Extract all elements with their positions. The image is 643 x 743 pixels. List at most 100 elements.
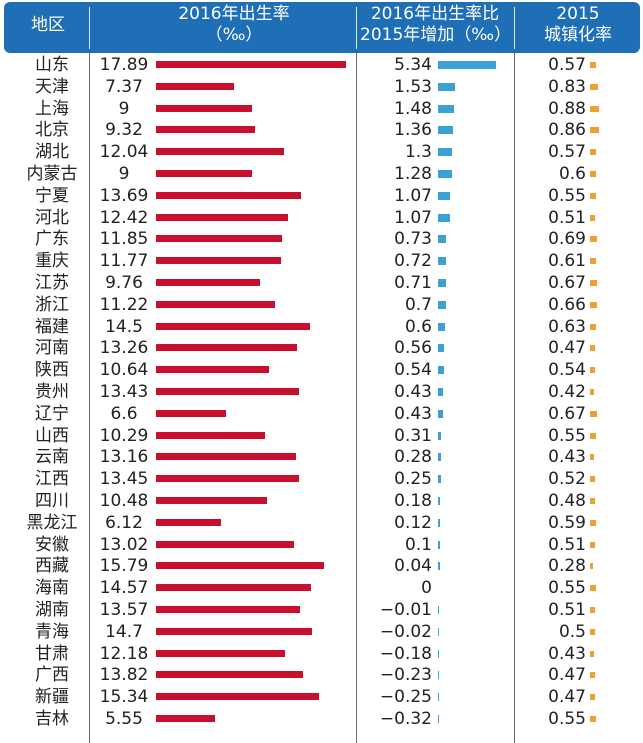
urbanization-bar — [590, 301, 597, 308]
region-label: 西藏 — [35, 556, 69, 577]
region-label: 江西 — [35, 469, 69, 490]
birth-rate-value: 13.26 — [99, 338, 149, 359]
birth-rate-value: 11.22 — [99, 294, 149, 315]
increase-bar — [438, 562, 440, 571]
region-label: 浙江 — [35, 294, 69, 315]
increase-value: 0.56 — [394, 338, 432, 359]
urbanization-value: 0.83 — [548, 76, 586, 97]
header-separator — [89, 7, 90, 49]
table-row: 四川 10.48 0.18 0.48 — [0, 490, 643, 512]
increase-bar — [438, 388, 443, 396]
birth-rate-value: 9 — [118, 98, 130, 119]
increase-value: −0.02 — [379, 621, 432, 642]
table-row: 吉林 5.55 −0.32 0.55 — [0, 708, 643, 730]
increase-bar — [438, 61, 496, 69]
region-label: 天津 — [35, 76, 69, 97]
increase-bar — [438, 627, 439, 636]
urbanization-value: 0.55 — [548, 709, 586, 729]
increase-bar — [438, 649, 439, 658]
table-row: 陕西 10.64 0.54 0.54 — [0, 359, 643, 381]
region-label: 广西 — [35, 665, 69, 686]
increase-bar — [438, 475, 441, 484]
birth-rate-bar — [156, 126, 255, 134]
table-row: 广东 11.85 0.73 0.69 — [0, 228, 643, 250]
birth-rate-bar — [156, 715, 215, 722]
increase-value: 0.72 — [394, 251, 432, 272]
increase-bar — [438, 82, 455, 91]
urbanization-value: 0.28 — [548, 556, 586, 577]
region-label: 安徽 — [35, 534, 69, 555]
birth-rate-value: 13.43 — [99, 382, 149, 402]
urbanization-value: 0.63 — [548, 316, 586, 337]
increase-bar — [438, 344, 445, 353]
urbanization-value: 0.61 — [548, 251, 586, 272]
urbanization-value: 0.55 — [548, 578, 586, 599]
region-label: 江苏 — [35, 273, 69, 293]
table-row: 贵州 13.43 0.43 0.42 — [0, 381, 643, 403]
birth-rate-bar — [156, 344, 297, 352]
urbanization-bar — [590, 563, 593, 570]
increase-value: −0.32 — [379, 709, 432, 729]
urbanization-bar — [590, 236, 597, 243]
birth-rate-bar — [156, 540, 295, 548]
region-label: 吉林 — [35, 709, 69, 729]
region-label: 河北 — [35, 207, 69, 228]
table-row: 宁夏 13.69 1.07 0.55 — [0, 185, 643, 207]
region-label: 重庆 — [35, 251, 69, 272]
increase-value: 0.7 — [404, 294, 432, 315]
urbanization-bar — [590, 171, 596, 177]
increase-value: −0.25 — [379, 687, 432, 708]
table-row: 云南 13.16 0.28 0.43 — [0, 446, 643, 468]
table-row: 海南 14.57 0 0.55 — [0, 577, 643, 599]
urbanization-bar — [590, 62, 596, 68]
increase-bar — [438, 300, 446, 309]
birth-rate-bar — [156, 279, 260, 286]
increase-value: 0 — [421, 578, 432, 599]
birth-rate-bar — [156, 170, 252, 177]
birth-rate-bar — [156, 366, 269, 374]
region-label: 四川 — [35, 491, 69, 511]
birth-rate-value: 13.45 — [99, 469, 149, 490]
birth-rate-value: 6.6 — [110, 403, 138, 424]
urbanization-value: 0.51 — [548, 207, 586, 228]
urbanization-bar — [590, 410, 597, 417]
birth-rate-value: 10.29 — [99, 425, 149, 446]
birth-rate-bar — [156, 235, 282, 243]
urbanization-value: 0.47 — [548, 687, 586, 708]
birth-rate-value: 6.12 — [105, 512, 143, 533]
increase-bar — [438, 431, 442, 440]
region-label: 陕西 — [35, 360, 69, 381]
increase-value: 0.25 — [394, 469, 432, 490]
birth-rate-value: 13.57 — [99, 600, 149, 620]
urbanization-value: 0.47 — [548, 665, 586, 686]
table-row: 黑龙江 6.12 0.12 0.59 — [0, 512, 643, 534]
urbanization-value: 0.86 — [548, 120, 586, 141]
region-label: 宁夏 — [35, 185, 69, 206]
urbanization-value: 0.67 — [548, 273, 586, 293]
region-label: 河南 — [35, 338, 69, 359]
table-row: 山西 10.29 0.31 0.55 — [0, 425, 643, 447]
increase-value: 0.71 — [394, 273, 432, 293]
header-increase: 2016年出生率比 2015年增加（‰） — [360, 4, 512, 45]
table-row: 湖南 13.57 −0.01 0.51 — [0, 599, 643, 621]
increase-bar — [438, 279, 446, 287]
increase-value: 1.48 — [394, 98, 432, 119]
table-row: 重庆 11.77 0.72 0.61 — [0, 250, 643, 272]
increase-value: 0.04 — [394, 556, 432, 577]
birth-rate-value: 14.57 — [99, 578, 149, 599]
increase-value: −0.18 — [379, 643, 432, 664]
increase-value: 0.6 — [404, 316, 432, 337]
urbanization-bar — [590, 541, 596, 548]
birth-rate-bar — [156, 606, 301, 613]
increase-bar — [438, 715, 439, 723]
column-divider — [356, 53, 357, 743]
urbanization-bar — [590, 367, 596, 374]
increase-value: 1.53 — [394, 76, 432, 97]
region-label: 广东 — [35, 229, 69, 250]
increase-value: 5.34 — [394, 55, 432, 75]
urbanization-bar — [590, 323, 597, 330]
birth-rate-value: 12.04 — [99, 142, 149, 163]
urbanization-value: 0.48 — [548, 491, 586, 511]
increase-value: 1.36 — [394, 120, 432, 141]
